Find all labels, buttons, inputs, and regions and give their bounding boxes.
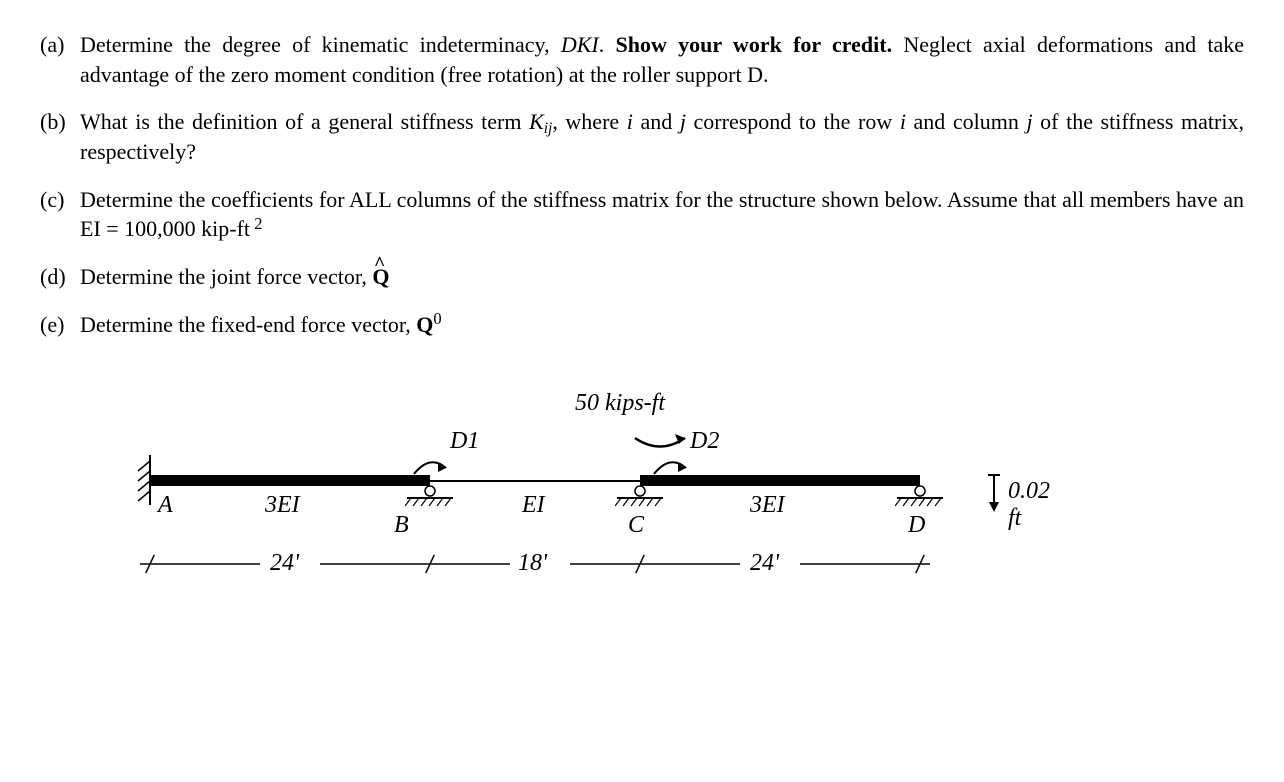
item-b-text-pre: What is the definition of a general stif…	[80, 109, 529, 134]
node-a-label: A	[158, 492, 173, 519]
item-e-label: (e)	[40, 310, 80, 340]
ei-ab-label: 3EI	[265, 492, 300, 519]
roller-c-icon	[615, 484, 665, 514]
item-a-text-mid: .	[599, 32, 616, 57]
item-e-text: Determine the fixed-end force vector,	[80, 312, 416, 337]
displacement-label: 0.02 ft	[1008, 478, 1050, 532]
moment-label: 50 kips-ft	[575, 390, 665, 417]
item-d-label: (d)	[40, 262, 80, 292]
dim-ab-label: 24'	[270, 550, 299, 577]
item-e-body: Determine the fixed-end force vector, Q0	[80, 310, 1244, 340]
item-e-q: Q	[416, 312, 433, 337]
item-b-text-mid: , where	[552, 109, 626, 134]
item-d: (d) Determine the joint force vector, ^Q	[40, 262, 1244, 292]
dof2-label: D2	[690, 428, 719, 455]
dim-bc-label: 18'	[518, 550, 547, 577]
item-d-body: Determine the joint force vector, ^Q	[80, 262, 1244, 292]
item-b-sub: ij	[544, 120, 553, 137]
item-d-q: ^Q	[372, 262, 389, 292]
ei-cd-label: 3EI	[750, 492, 785, 519]
item-a-label: (a)	[40, 30, 80, 89]
roller-d-icon	[895, 484, 945, 514]
item-b-k: K	[529, 109, 544, 134]
item-e: (e) Determine the fixed-end force vector…	[40, 310, 1244, 340]
item-a-bold: Show your work for credit.	[615, 32, 892, 57]
dof1-label: D1	[450, 428, 479, 455]
item-c-label: (c)	[40, 185, 80, 244]
item-c: (c) Determine the coefficients for ALL c…	[40, 185, 1244, 244]
node-b-label: B	[394, 512, 409, 539]
node-c-label: C	[628, 512, 644, 539]
item-d-text: Determine the joint force vector,	[80, 264, 372, 289]
beam-figure: 50 kips-ft D1 D2	[130, 380, 1030, 610]
item-b: (b) What is the definition of a general …	[40, 107, 1244, 166]
item-a-body: Determine the degree of kinematic indete…	[80, 30, 1244, 89]
item-a: (a) Determine the degree of kinematic in…	[40, 30, 1244, 89]
item-b-text-mid2: correspond to the row	[686, 109, 900, 134]
roller-b-icon	[405, 484, 455, 514]
fixed-support-a-icon	[130, 455, 154, 505]
item-e-sup: 0	[433, 309, 441, 328]
displacement-arrow-icon	[985, 472, 1005, 516]
item-c-sup: 2	[250, 214, 262, 233]
ei-bc-label: EI	[522, 492, 545, 519]
item-b-body: What is the definition of a general stif…	[80, 107, 1244, 166]
item-b-label: (b)	[40, 107, 80, 166]
beam-AB	[150, 475, 430, 486]
dim-cd-label: 24'	[750, 550, 779, 577]
item-a-dki: DKI	[561, 32, 599, 57]
item-c-body: Determine the coefficients for ALL colum…	[80, 185, 1244, 244]
node-d-label: D	[908, 512, 925, 539]
item-a-text-pre: Determine the degree of kinematic indete…	[80, 32, 561, 57]
beam-BC	[430, 480, 640, 482]
item-b-and: and	[633, 109, 680, 134]
item-b-and2: and column	[906, 109, 1027, 134]
hat-icon: ^	[374, 251, 386, 278]
beam-CD	[640, 475, 920, 486]
